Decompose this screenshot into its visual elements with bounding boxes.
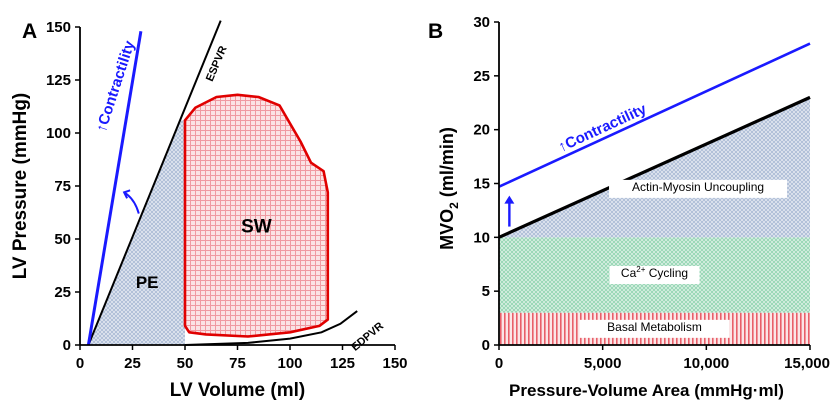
- panel-b-y-axis-label-main: MVO: [437, 209, 457, 250]
- band-ca-label-main: Ca: [621, 266, 637, 280]
- band-ca-label-box: [609, 266, 700, 285]
- panel-b-y-tick-label: 15: [473, 176, 490, 193]
- contractility-label-b: ↑Contractility: [556, 100, 650, 155]
- edpvr-label: EDPVR: [349, 320, 386, 354]
- panel-a-y-tick-label: 100: [46, 125, 71, 142]
- panel-a-x-tick-label: 75: [229, 355, 246, 372]
- pe-region: [88, 120, 185, 345]
- panel-b-y-axis-label: MVO2 (ml/min): [437, 127, 461, 250]
- panel-a-y-tick-label: 125: [46, 72, 71, 89]
- mvo2-contractility-line: [498, 42, 811, 188]
- panel-b-x-tick-label: 0: [495, 355, 503, 372]
- panel-b-y-tick-label: 25: [473, 68, 490, 85]
- panel-b-y-axis-label-unit: (ml/min): [437, 127, 457, 202]
- panel-b-y-axis-label-sub: 2: [447, 202, 461, 209]
- band-ca-label-superscript: 2+: [636, 265, 645, 274]
- panel-a-x-tick-label: 100: [277, 355, 302, 372]
- panel-b-letter: B: [428, 20, 443, 43]
- band-actin-label: Actin-Myosin Uncoupling: [632, 180, 764, 194]
- espvr-line: [87, 20, 222, 346]
- panel-b-x-axis-label: Pressure-Volume Area (mmHg·ml): [509, 381, 784, 400]
- panel-a-x-tick-label: 50: [177, 355, 194, 372]
- band-basal-label-box: [579, 319, 730, 338]
- contractility-label-text-b: Contractility: [563, 100, 650, 152]
- panel-b-chart: B 0 5,000 10,000 15,000 0 5 10 15 20 25 30 Basal M…: [428, 14, 830, 400]
- pv-loop-sw: [183, 93, 330, 338]
- panel-b-x-tick-label: 10,000: [683, 355, 729, 372]
- panel-b-y-tick-label: 30: [473, 14, 490, 31]
- panel-a-y-tick-label: 0: [63, 337, 71, 354]
- panel-a-x-axis-label: LV Volume (ml): [170, 380, 305, 401]
- panel-a-letter: A: [22, 20, 37, 43]
- band-ca-label-rest: Cycling: [645, 266, 688, 280]
- panel-b-x-tick-label: 5,000: [584, 355, 622, 372]
- panel-b-y-tick-label: 0: [482, 337, 490, 354]
- edpvr-line: [184, 310, 358, 346]
- panel-b-y-tick-label: 10: [473, 229, 490, 246]
- sw-label: SW: [241, 217, 272, 238]
- panel-a-x-tick-label: 150: [382, 355, 407, 372]
- pe-label: PE: [136, 273, 159, 292]
- panel-b-x-tick-label: 15,000: [784, 355, 830, 372]
- panel-a-y-tick-label: 25: [54, 284, 71, 301]
- mvo2-baseline-line: [498, 95, 811, 239]
- panel-b-y-tick-label: 5: [482, 283, 490, 300]
- panel-a-x-tick-label: 0: [76, 355, 84, 372]
- band-actin-label-box: [609, 179, 788, 198]
- band-basal-label: Basal Metabolism: [607, 320, 702, 334]
- panel-a-y-tick-label: 150: [46, 19, 71, 36]
- contractility-espvr-line: [86, 30, 143, 346]
- panel-a-y-tick-label: 50: [54, 231, 71, 248]
- panel-a-y-axis-label: LV Pressure (mmHg): [10, 93, 31, 280]
- contractility-up-arrowhead-icon: [504, 195, 515, 204]
- band-ca-label: Ca2+ Cycling: [621, 265, 688, 280]
- panel-a-x-tick-label: 125: [330, 355, 355, 372]
- panel-b-y-tick-label: 20: [473, 122, 490, 139]
- panel-a-y-tick-label: 75: [54, 178, 71, 195]
- contractility-arrowhead-icon: [122, 189, 131, 199]
- panel-a-x-tick-label: 25: [124, 355, 141, 372]
